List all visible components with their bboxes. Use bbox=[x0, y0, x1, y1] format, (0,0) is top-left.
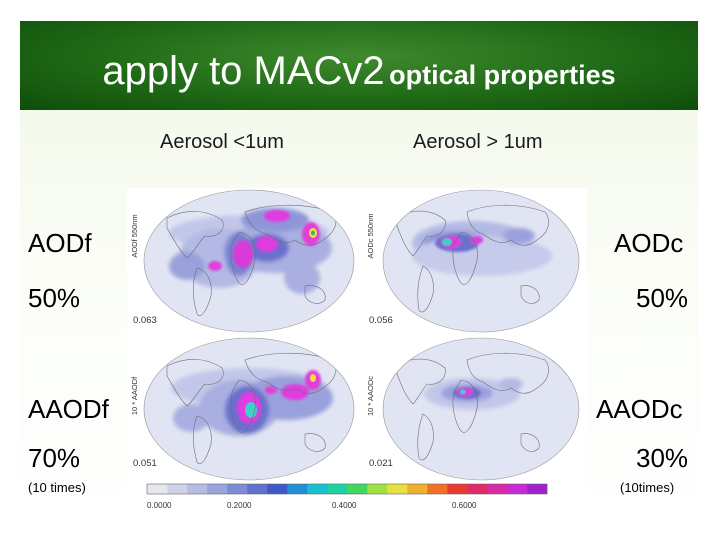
colorbar-swatch bbox=[307, 484, 328, 494]
map-aodc-mean: 0.056 bbox=[369, 315, 393, 326]
colorbar-swatch bbox=[347, 484, 368, 494]
colorbar-swatch bbox=[427, 484, 448, 494]
colorbar-tick-1: 0.2000 bbox=[227, 501, 252, 510]
map-aodf-axis-label: AODf 550nm bbox=[130, 214, 139, 257]
colorbar-swatch bbox=[407, 484, 428, 494]
colorbar-swatch bbox=[147, 484, 168, 494]
colorbar-tick-2: 0.4000 bbox=[332, 501, 357, 510]
colorbar-swatch bbox=[387, 484, 408, 494]
colorbar-tick-0: 0.0000 bbox=[147, 501, 172, 510]
column-header-coarse: Aerosol > 1um bbox=[413, 131, 543, 153]
title-main: apply to MACv2 bbox=[102, 49, 385, 93]
colorbar-swatch bbox=[167, 484, 188, 494]
colorbar-swatch bbox=[267, 484, 288, 494]
label-aodc-percent: 50% bbox=[636, 283, 689, 313]
label-right-note: (10times) bbox=[620, 480, 675, 495]
label-left-note: (10 times) bbox=[28, 480, 86, 495]
title-bar: apply to MACv2 optical properties bbox=[20, 21, 698, 110]
column-header-fine: Aerosol <1um bbox=[160, 131, 284, 153]
label-aaodf-percent: 70% bbox=[28, 443, 81, 473]
label-aaodf: AAODf bbox=[28, 394, 109, 424]
colorbar-swatch bbox=[487, 484, 508, 494]
label-aaodc: AAODc bbox=[596, 394, 683, 424]
map-aaodc-mean: 0.021 bbox=[369, 458, 393, 469]
map-aaodf: 10 * AAODf 0.051 bbox=[130, 337, 355, 481]
colorbar: 0.0000 0.2000 0.4000 0.6000 bbox=[146, 483, 548, 510]
map-aaodc: 10 * AAODc 0.021 bbox=[366, 337, 580, 481]
colorbar-swatch bbox=[467, 484, 488, 494]
map-aodc-axis-label: AODc 550nm bbox=[366, 213, 375, 258]
colorbar-swatch bbox=[227, 484, 248, 494]
colorbar-swatch bbox=[527, 484, 548, 494]
colorbar-swatch bbox=[367, 484, 388, 494]
colorbar-tick-3: 0.6000 bbox=[452, 501, 477, 510]
map-aaodf-mean: 0.051 bbox=[133, 458, 157, 469]
map-aodc: AODc 550nm 0.056 bbox=[366, 189, 580, 333]
map-aodf: AODf 550nm 0.063 bbox=[130, 189, 355, 333]
colorbar-swatch bbox=[507, 484, 528, 494]
colorbar-swatch bbox=[287, 484, 308, 494]
map-aaodc-axis-label: 10 * AAODc bbox=[366, 376, 375, 416]
map-aodf-mean: 0.063 bbox=[133, 315, 157, 326]
colorbar-swatch bbox=[187, 484, 208, 494]
colorbar-swatch bbox=[447, 484, 468, 494]
label-aaodc-percent: 30% bbox=[636, 443, 689, 473]
label-aodc: AODc bbox=[614, 228, 684, 258]
colorbar-swatch bbox=[327, 484, 348, 494]
colorbar-swatch bbox=[247, 484, 268, 494]
colorbar-swatch bbox=[207, 484, 228, 494]
aerosol-map-figure: AODf 550nm 0.063 bbox=[127, 188, 587, 518]
map-aaodf-axis-label: 10 * AAODf bbox=[130, 376, 139, 415]
label-aodf: AODf bbox=[28, 228, 92, 258]
slide-title: apply to MACv2 optical properties bbox=[20, 49, 698, 94]
title-sub: optical properties bbox=[389, 60, 616, 90]
label-aodf-percent: 50% bbox=[28, 283, 81, 313]
